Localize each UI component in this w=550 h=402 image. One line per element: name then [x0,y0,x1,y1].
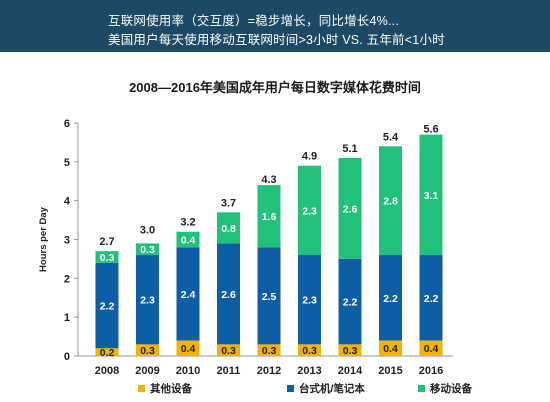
data-label: 2.2 [383,293,398,305]
data-label: 0.4 [383,343,398,355]
bar-segment [95,251,119,263]
x-tick-label: 2009 [135,365,159,377]
bar-segment [136,243,159,256]
y-tick-label: 2 [64,273,70,285]
data-label: 2.3 [140,295,155,307]
total-label: 3.7 [221,197,236,209]
bar-segment [257,344,281,356]
bar-segment [257,247,281,345]
bar-segment [338,344,362,356]
total-label: 4.3 [261,174,276,186]
data-label: 0.3 [100,252,115,264]
y-tick-label: 6 [64,118,70,130]
bar-segment [136,344,159,356]
total-label: 5.4 [383,131,399,143]
data-label: 0.3 [262,345,277,357]
data-label: 2.6 [221,289,236,301]
legend-label: 其他设备 [150,382,192,395]
bar-segment [257,185,281,248]
chart-title: 2008—2016年美国成年用户每日数字媒体花费时间 [129,80,421,95]
bar-segment [298,344,321,356]
bar-segment [338,258,362,345]
bar-segment [176,340,200,356]
data-label: 0.4 [181,343,196,355]
data-label: 0.3 [221,345,236,357]
data-label: 0.4 [424,343,439,355]
data-label: 0.3 [343,345,358,357]
data-label: 0.2 [100,347,115,359]
legend-swatch [418,385,425,392]
legend-label: 移动设备 [430,382,472,395]
x-tick-label: 2015 [378,365,402,377]
x-tick-label: 2016 [419,365,443,377]
bar-segment [217,212,240,244]
bar-segment [298,255,321,345]
legend-label: 台式机/笔记本 [299,382,365,395]
y-tick-label: 4 [64,196,71,208]
bar-segment [379,255,402,341]
data-label: 2.8 [383,196,398,208]
data-label: 0.4 [181,235,196,247]
x-tick-label: 2014 [338,365,363,377]
bar-segment [95,348,119,356]
header-line-2: 美国用户每天使用移动互联网时间>3小时 VS. 五年前<1小时 [108,33,445,47]
data-label: 0.3 [140,345,155,357]
total-label: 5.1 [342,143,357,155]
bar-segment [136,255,159,345]
bar-segment [419,255,443,341]
bar-segment [176,231,200,248]
bar-segment [176,247,200,341]
legend-swatch [138,385,145,392]
bar-segment [379,340,402,356]
data-label: 0.3 [302,345,317,357]
y-tick-label: 0 [64,351,70,363]
bar-segment [338,157,362,259]
y-tick-label: 3 [64,235,70,247]
data-label: 0.8 [221,223,236,235]
y-tick-label: 1 [64,312,70,324]
x-tick-label: 2012 [257,365,281,377]
bar-segment [217,243,240,345]
x-tick-label: 2011 [217,365,241,377]
data-label: 3.1 [424,190,439,202]
bar-segment [419,134,443,256]
header-banner: 互联网使用率（交互度）=稳步增长，同比增长4%... 美国用户每天使用移动互联网… [0,0,550,52]
total-label: 3.0 [140,225,155,237]
data-label: 2.2 [100,301,115,313]
header-line-1: 互联网使用率（交互度）=稳步增长，同比增长4%... [108,14,399,28]
total-label: 2.7 [99,236,114,248]
bar-segment [419,340,443,356]
total-label: 5.6 [423,124,438,136]
bar-segment [217,344,240,356]
bar-segment [298,165,321,256]
x-tick-label: 2013 [297,365,321,377]
data-label: 2.2 [424,293,439,305]
y-tick-label: 5 [64,157,70,169]
data-label: 2.5 [262,291,277,303]
data-label: 2.4 [181,289,196,301]
x-tick-label: 2010 [176,365,200,377]
total-label: 3.2 [180,217,195,229]
legend-swatch [287,385,294,392]
data-label: 0.3 [140,244,155,256]
total-label: 4.9 [302,151,317,163]
y-axis-label: Hours per Day [38,206,49,272]
bar-segment [95,262,119,349]
data-label: 1.6 [262,211,277,223]
data-label: 2.3 [302,295,317,307]
bar-segment [379,146,402,256]
data-label: 2.3 [302,205,317,217]
x-tick-label: 2008 [95,365,119,377]
data-label: 2.6 [343,203,358,215]
data-label: 2.2 [343,297,358,309]
